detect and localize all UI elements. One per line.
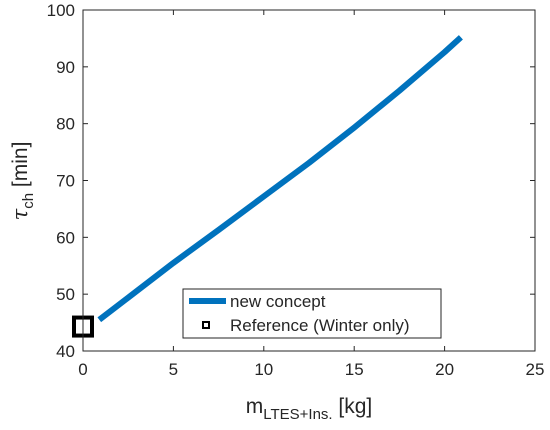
y-tick-label: 40 [56,342,75,361]
x-tick-label: 15 [345,360,364,379]
y-tick-label: 100 [47,1,75,20]
legend: new concept Reference (Winter only) [182,288,442,339]
y-axis-label-unit: [min] [9,142,32,193]
y-tick-label: 80 [56,115,75,134]
legend-label-new-concept: new concept [230,292,326,311]
y-axis-label-subscript: ch [20,193,37,209]
ticks-layer: 0 5 10 15 20 25 40 50 60 70 80 90 100 [47,1,545,379]
y-tick-label: 60 [56,228,75,247]
x-axis-label-main: m [246,395,264,418]
y-tick-label: 70 [56,172,75,191]
y-axis-label-main: τ [8,208,32,220]
series-line-new-concept [97,35,463,323]
y-tick-label: 50 [56,285,75,304]
y-tick-label: 90 [56,58,75,77]
legend-label-reference: Reference (Winter only) [230,316,410,335]
x-tick-label: 0 [78,360,87,379]
x-tick-label: 5 [169,360,178,379]
x-tick-label: 25 [526,360,545,379]
x-axis-label-subscript: LTES+Ins. [263,406,332,423]
legend-swatch-reference [202,321,210,329]
x-tick-label: 10 [254,360,273,379]
y-axis-label: τch [min] [8,142,37,221]
x-axis-label: mLTES+Ins. [kg] [246,395,373,423]
x-tick-label: 20 [435,360,454,379]
legend-box [182,288,442,339]
x-axis-label-unit: [kg] [333,395,373,418]
